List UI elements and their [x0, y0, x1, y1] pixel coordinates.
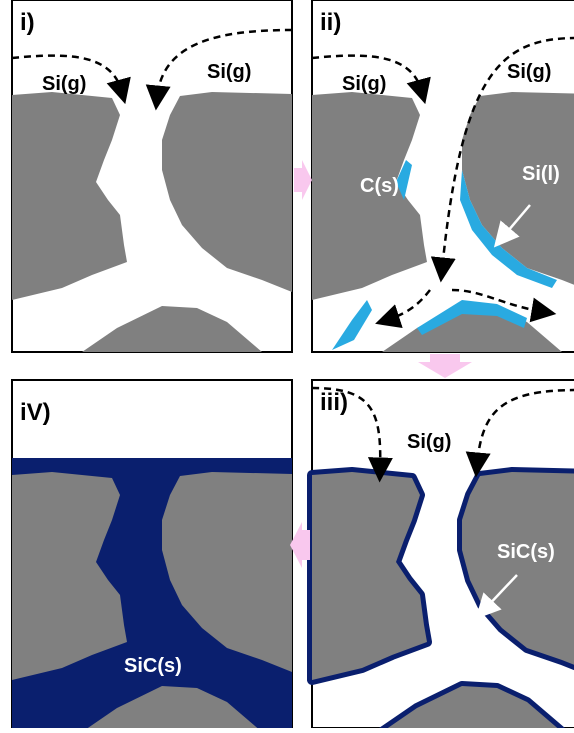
panel-ii: ii) Si(g) Si(g) C(s) Si(l)	[312, 0, 574, 352]
annotation: Si(g)	[507, 61, 551, 83]
annotation: SiC(s)	[124, 655, 182, 677]
transition-arrow	[418, 354, 472, 378]
annotation: Si(g)	[342, 73, 386, 95]
panel-label: iii)	[320, 389, 348, 416]
panel-iii: iii) Si(g) SiC(s)	[312, 380, 574, 728]
figure: i) Si(g) Si(g) ii) Si(g) Si(g) C(s) Si(l…	[0, 0, 574, 728]
annotation: C(s)	[360, 175, 399, 197]
annotation: Si(g)	[207, 61, 251, 83]
panel-i: i) Si(g) Si(g)	[12, 0, 292, 352]
annotation: Si(g)	[42, 73, 86, 95]
panel-iv: iV) SiC(s)	[12, 380, 292, 728]
panel-label: i)	[20, 9, 35, 36]
panel-label: ii)	[320, 9, 341, 36]
annotation: Si(l)	[522, 163, 560, 185]
annotation: Si(g)	[407, 431, 451, 453]
transition-arrow	[294, 160, 312, 200]
annotation: SiC(s)	[497, 541, 555, 563]
panel-label: iV)	[20, 399, 51, 426]
